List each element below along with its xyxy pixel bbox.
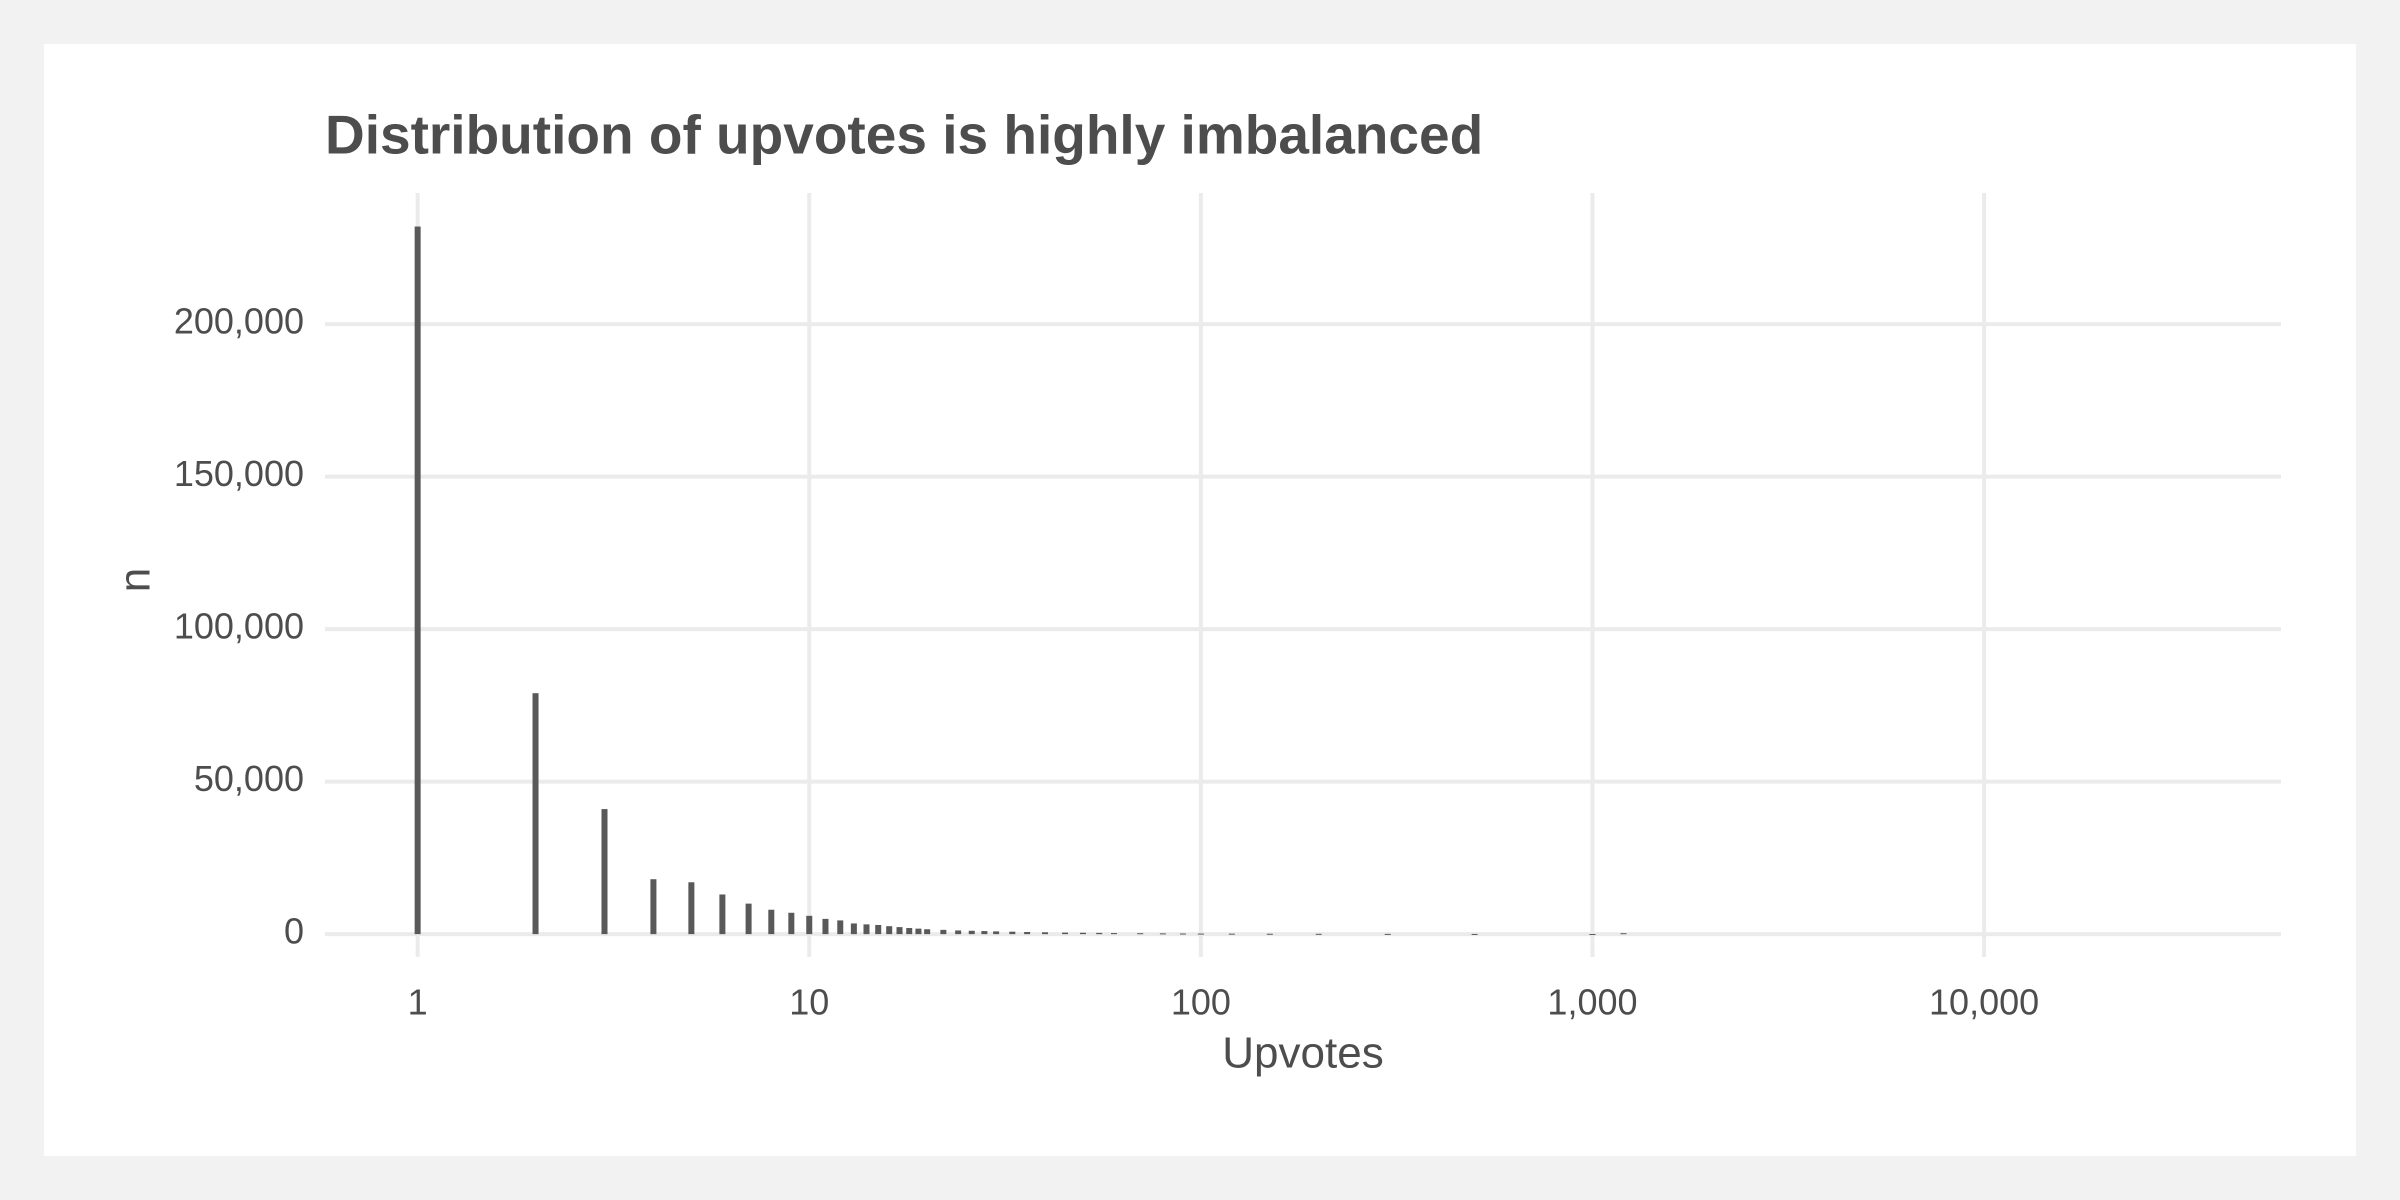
bar: [875, 924, 882, 935]
bar: [896, 927, 903, 935]
bar: [915, 928, 922, 935]
bar: [886, 926, 893, 935]
bar: [1589, 934, 1596, 936]
x-tick-label: 10: [789, 982, 829, 1023]
bar: [719, 894, 726, 935]
bar: [940, 929, 947, 935]
bar: [1110, 933, 1117, 935]
y-axis-title: n: [111, 568, 160, 592]
y-tick-label: 200,000: [174, 301, 304, 342]
bar: [850, 923, 857, 935]
bar: [1471, 933, 1478, 935]
bar: [906, 928, 913, 935]
bar: [1179, 933, 1186, 935]
bar: [1315, 933, 1322, 935]
x-tick-label: 10,000: [1929, 982, 2039, 1023]
y-tick-label: 0: [284, 911, 304, 952]
bar: [1079, 932, 1086, 935]
bar: [1197, 933, 1204, 935]
bar: [863, 924, 870, 935]
bar: [955, 930, 962, 935]
bar: [1096, 932, 1103, 935]
marks: [414, 226, 1627, 936]
y-tick-label: 150,000: [174, 453, 304, 494]
x-tick-label: 1: [408, 982, 428, 1023]
bar: [650, 879, 657, 935]
x-tick-label: 1,000: [1547, 982, 1637, 1023]
bar: [968, 930, 975, 935]
bar: [532, 693, 539, 935]
bar: [788, 912, 795, 935]
bar: [822, 918, 829, 935]
bar: [1024, 931, 1031, 935]
bar: [1042, 932, 1049, 935]
bar: [837, 920, 844, 935]
bar: [414, 226, 421, 935]
x-tick-label: 100: [1171, 982, 1231, 1023]
bar: [745, 903, 752, 935]
bar: [601, 809, 608, 935]
y-tick-label: 100,000: [174, 606, 304, 647]
bar: [924, 929, 931, 935]
bar: [1384, 933, 1391, 935]
bar: [688, 882, 695, 935]
bar: [981, 931, 988, 935]
bar: [1137, 933, 1144, 935]
bar: [1266, 933, 1273, 935]
bar: [993, 931, 1000, 935]
bar: [1159, 933, 1166, 935]
bar: [768, 909, 775, 935]
bar: [806, 915, 813, 935]
bar: [1620, 933, 1627, 935]
bar: [1228, 933, 1235, 935]
bar: [1062, 932, 1069, 935]
bar: [1009, 931, 1016, 935]
y-tick-label: 50,000: [194, 758, 304, 799]
chart-title: Distribution of upvotes is highly imbala…: [325, 104, 1483, 166]
x-axis-title: Upvotes: [1222, 1029, 1383, 1078]
